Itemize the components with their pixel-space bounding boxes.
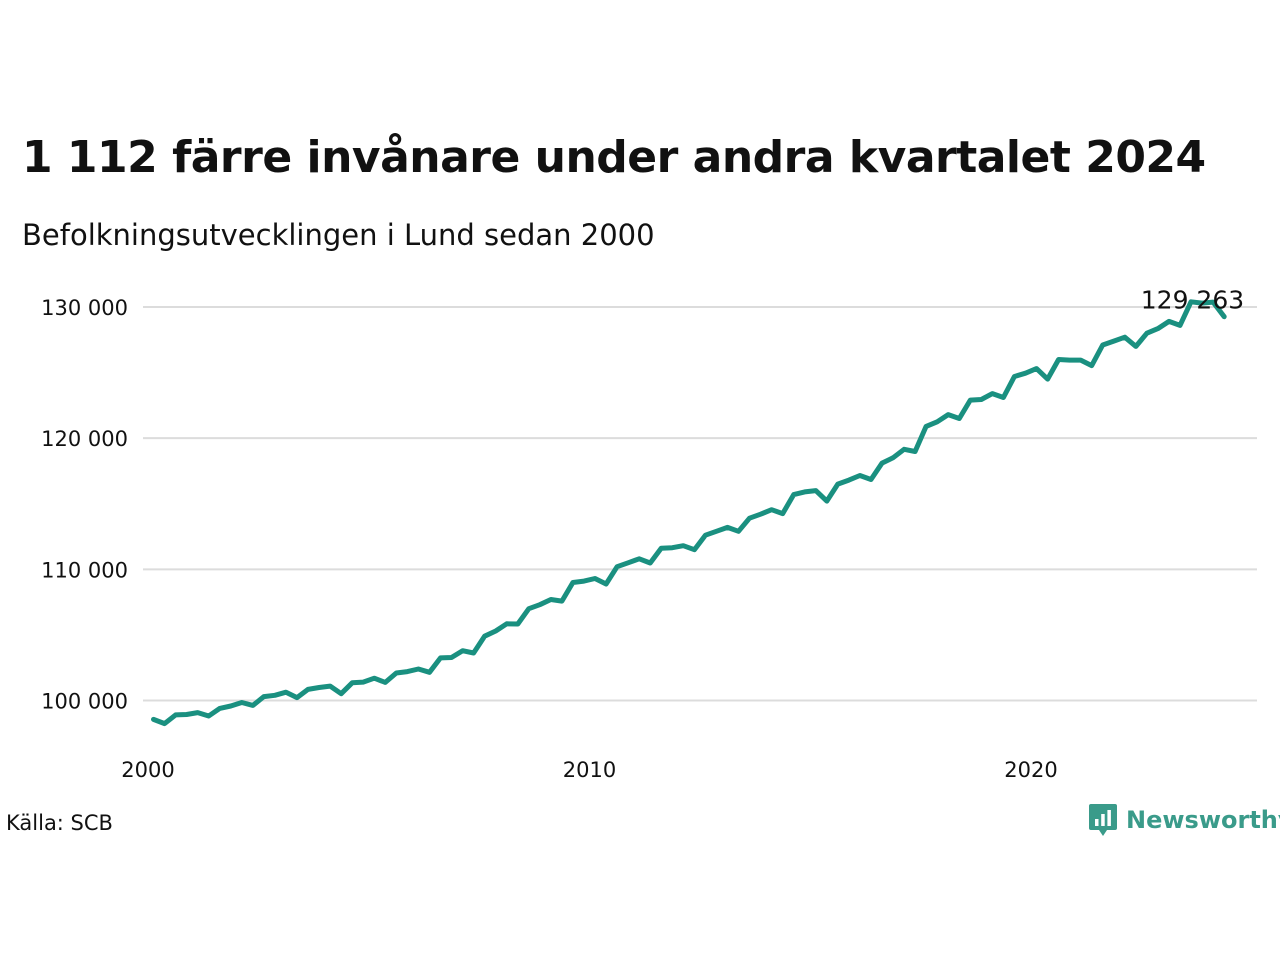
brand-name: Newsworthy: [1126, 806, 1280, 834]
y-tick-label: 120 000: [41, 427, 128, 451]
last-value-label: 129 263: [1141, 286, 1244, 315]
y-tick-label: 100 000: [41, 690, 128, 714]
chart-title: 1 112 färre invånare under andra kvartal…: [22, 132, 1206, 183]
annotations: 129 263: [1141, 286, 1244, 315]
x-axis-tick-labels: 2000 2010 2020: [121, 758, 1057, 782]
gridlines: [143, 306, 1257, 702]
x-tick-label: 2020: [1004, 758, 1057, 782]
y-axis-tick-labels: 100 000 110 000 120 000 130 000: [41, 296, 128, 714]
line-chart: 100 000 110 000 120 000 130 000 2000 2010 202…: [41, 286, 1257, 782]
x-tick-label: 2010: [563, 758, 616, 782]
newsworthy-logo-icon: [1089, 804, 1117, 836]
source-note: Källa: SCB: [6, 811, 113, 835]
series-lines: [151, 299, 1227, 727]
newsworthy-brand[interactable]: Newsworthy: [1088, 802, 1280, 838]
y-tick-label: 110 000: [41, 558, 128, 582]
series-line: [151, 299, 1227, 727]
x-tick-label: 2000: [121, 758, 174, 782]
chart-subtitle: Befolkningsutvecklingen i Lund sedan 200…: [22, 218, 655, 252]
y-tick-label: 130 000: [41, 296, 128, 320]
